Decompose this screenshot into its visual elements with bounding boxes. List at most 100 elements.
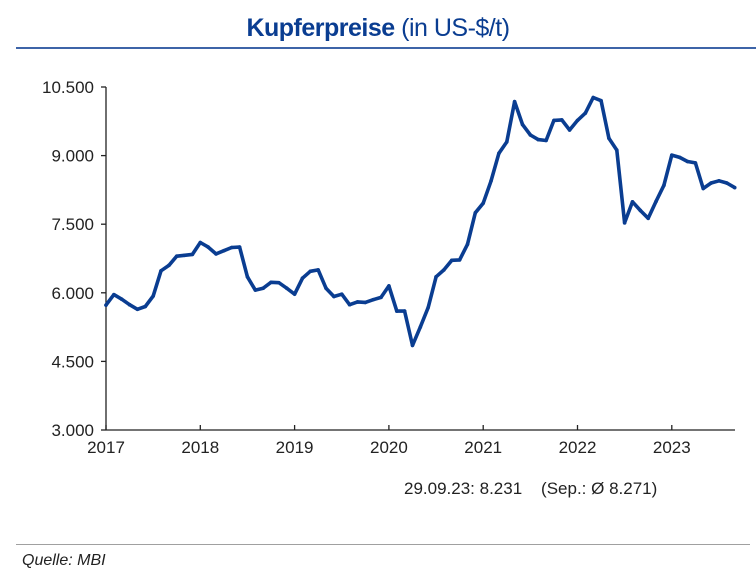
data-point bbox=[410, 343, 415, 348]
y-tick-label: 3.000 bbox=[51, 421, 94, 440]
price-annotation: 29.09.23: 8.231 (Sep.: Ø 8.271) bbox=[404, 479, 658, 498]
data-point bbox=[214, 252, 218, 256]
data-point bbox=[685, 159, 690, 164]
data-point bbox=[363, 300, 368, 305]
data-point bbox=[434, 274, 438, 279]
data-point bbox=[670, 153, 674, 157]
data-point bbox=[693, 161, 698, 165]
data-point bbox=[607, 136, 611, 141]
data-point bbox=[528, 133, 533, 137]
data-point bbox=[277, 280, 281, 285]
data-point bbox=[371, 297, 375, 302]
data-point bbox=[237, 245, 242, 249]
data-point bbox=[457, 258, 462, 262]
data-point bbox=[473, 210, 478, 215]
x-tick-label: 2017 bbox=[87, 438, 125, 457]
data-point bbox=[339, 292, 344, 296]
data-point bbox=[709, 181, 713, 185]
data-point bbox=[520, 122, 525, 127]
y-tick-label: 10.500 bbox=[42, 78, 94, 97]
data-point bbox=[654, 199, 658, 204]
data-point bbox=[426, 305, 430, 310]
data-point bbox=[646, 216, 651, 221]
data-point bbox=[292, 292, 297, 296]
data-point bbox=[591, 95, 596, 100]
data-point bbox=[583, 111, 588, 115]
data-point bbox=[449, 258, 454, 263]
data-point bbox=[394, 309, 399, 313]
data-point bbox=[127, 302, 132, 307]
data-point bbox=[567, 128, 572, 132]
data-point bbox=[504, 140, 509, 144]
data-point bbox=[387, 284, 391, 288]
data-point bbox=[182, 253, 187, 258]
data-point bbox=[622, 221, 627, 225]
y-tick-label: 9.000 bbox=[51, 147, 94, 166]
chart-title-unit: (in US-$/t) bbox=[401, 14, 510, 42]
data-point bbox=[112, 292, 116, 297]
chart-title: Kupferpreise (in US-$/t) bbox=[0, 14, 756, 43]
data-point bbox=[104, 303, 108, 307]
data-point bbox=[151, 294, 155, 298]
source-note: Quelle: MBI bbox=[22, 552, 106, 569]
data-point bbox=[638, 208, 643, 213]
data-point bbox=[332, 294, 336, 299]
data-point bbox=[481, 201, 486, 205]
data-point bbox=[308, 269, 313, 274]
x-tick-label: 2019 bbox=[276, 438, 314, 457]
data-point bbox=[379, 295, 383, 300]
data-point bbox=[544, 138, 548, 143]
x-tick-label: 2018 bbox=[181, 438, 219, 457]
data-point bbox=[442, 268, 446, 272]
data-point bbox=[512, 99, 517, 104]
x-tick-label: 2020 bbox=[370, 438, 408, 457]
data-point bbox=[159, 269, 163, 273]
data-point bbox=[677, 155, 682, 160]
data-point bbox=[316, 268, 320, 272]
data-point bbox=[174, 254, 179, 259]
data-point bbox=[198, 240, 203, 245]
data-point bbox=[497, 151, 501, 156]
data-point bbox=[167, 263, 171, 268]
data-point bbox=[599, 98, 603, 103]
y-tick-label: 4.500 bbox=[51, 352, 94, 371]
data-point bbox=[717, 178, 721, 183]
title-divider bbox=[16, 47, 756, 49]
x-tick-label: 2021 bbox=[464, 438, 502, 457]
data-point bbox=[190, 252, 195, 257]
data-point bbox=[465, 242, 470, 247]
data-point bbox=[324, 286, 328, 291]
data-point bbox=[347, 302, 352, 307]
data-point bbox=[402, 309, 407, 313]
x-tick-label: 2022 bbox=[559, 438, 597, 457]
data-point bbox=[662, 183, 666, 188]
footer-divider bbox=[16, 544, 750, 545]
data-point bbox=[300, 276, 305, 280]
data-point bbox=[245, 274, 250, 279]
y-tick-label: 6.000 bbox=[51, 284, 94, 303]
data-point bbox=[355, 300, 360, 304]
data-point bbox=[552, 118, 556, 123]
data-point bbox=[206, 245, 210, 249]
data-point bbox=[253, 288, 258, 292]
data-point bbox=[143, 304, 148, 309]
data-point bbox=[261, 286, 265, 291]
chart-title-bold: Kupferpreise bbox=[246, 14, 395, 42]
data-point bbox=[269, 280, 273, 285]
data-point bbox=[725, 181, 729, 185]
data-point bbox=[614, 148, 619, 152]
data-point bbox=[489, 178, 493, 183]
data-point bbox=[284, 286, 289, 291]
data-point bbox=[630, 199, 635, 204]
data-point bbox=[418, 325, 423, 329]
data-point bbox=[701, 186, 706, 191]
y-tick-label: 7.500 bbox=[51, 215, 94, 234]
data-point bbox=[119, 297, 124, 302]
data-point bbox=[732, 185, 737, 190]
data-point bbox=[575, 118, 580, 123]
data-point bbox=[559, 118, 564, 122]
series-line-copper-price bbox=[104, 95, 737, 348]
x-tick-label: 2023 bbox=[653, 438, 691, 457]
data-point bbox=[536, 137, 541, 142]
